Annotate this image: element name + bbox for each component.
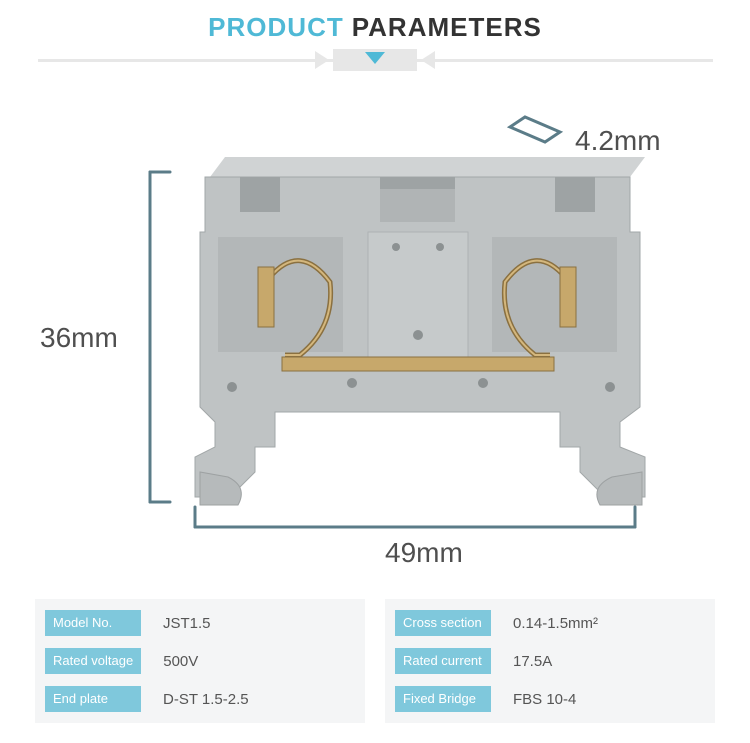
param-value: JST1.5 (141, 615, 211, 632)
param-label: Cross section (395, 610, 491, 636)
title-word-1: PRODUCT (208, 12, 344, 42)
param-label: Fixed Bridge (395, 686, 491, 712)
ribbon-notch-right (421, 51, 435, 69)
ribbon-notch-left (315, 51, 329, 69)
param-value: 0.14-1.5mm² (491, 615, 598, 632)
product-diagram: 36mm 49mm 4.2mm (0, 77, 750, 585)
param-value: 17.5A (491, 653, 552, 670)
down-arrow-icon (365, 52, 385, 64)
param-label: Rated voltage (45, 648, 141, 674)
param-row-endplate: End plate D-ST 1.5-2.5 (45, 683, 355, 715)
param-row-current: Rated current 17.5A (395, 645, 705, 677)
param-value: D-ST 1.5-2.5 (141, 691, 249, 708)
param-label: Rated current (395, 648, 491, 674)
param-row-model: Model No. JST1.5 (45, 607, 355, 639)
ribbon (0, 49, 750, 77)
param-row-cross-section: Cross section 0.14-1.5mm² (395, 607, 705, 639)
dimension-width-label: 49mm (385, 537, 463, 569)
dimension-height-label: 36mm (40, 322, 118, 354)
title-word-2: PARAMETERS (352, 12, 542, 42)
dimension-depth-label: 4.2mm (575, 125, 661, 157)
param-value: 500V (141, 653, 198, 670)
header: PRODUCT PARAMETERS (0, 0, 750, 77)
parameters-right-column: Cross section 0.14-1.5mm² Rated current … (385, 599, 715, 723)
parameters-left-column: Model No. JST1.5 Rated voltage 500V End … (35, 599, 365, 723)
param-row-bridge: Fixed Bridge FBS 10-4 (395, 683, 705, 715)
parameters-table: Model No. JST1.5 Rated voltage 500V End … (35, 599, 715, 723)
param-label: Model No. (45, 610, 141, 636)
param-label: End plate (45, 686, 141, 712)
page-title: PRODUCT PARAMETERS (0, 12, 750, 43)
param-value: FBS 10-4 (491, 691, 576, 708)
param-row-voltage: Rated voltage 500V (45, 645, 355, 677)
